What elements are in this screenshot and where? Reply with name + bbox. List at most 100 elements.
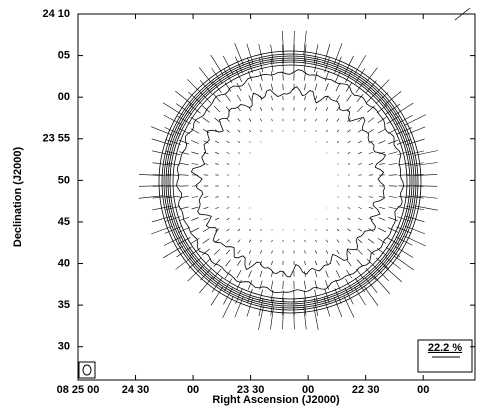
vector	[355, 278, 364, 292]
vector	[261, 130, 262, 132]
vector	[226, 260, 231, 266]
vector	[191, 140, 199, 143]
vector	[304, 281, 305, 289]
vector	[179, 175, 188, 176]
vector	[327, 141, 328, 142]
vector	[368, 239, 374, 243]
y-tick-label: 05	[58, 49, 70, 61]
vector	[283, 281, 284, 289]
contour	[177, 70, 404, 293]
vector	[270, 307, 273, 330]
vector	[369, 207, 373, 208]
vector	[379, 207, 385, 209]
vector	[227, 164, 229, 165]
map	[139, 8, 470, 330]
vector	[348, 229, 351, 231]
vector	[375, 80, 389, 95]
vector	[192, 163, 199, 164]
vector	[305, 240, 306, 242]
vector	[226, 229, 229, 231]
vector	[379, 140, 386, 143]
beam	[83, 365, 91, 375]
vector	[337, 141, 339, 142]
vector	[238, 141, 240, 143]
vector	[249, 141, 250, 142]
vector	[249, 130, 251, 132]
vector	[191, 218, 198, 221]
vector	[316, 130, 317, 132]
vector	[261, 142, 262, 143]
vector	[315, 107, 316, 111]
vector	[272, 261, 273, 265]
vector	[238, 153, 240, 154]
vector	[238, 250, 241, 254]
vector	[378, 129, 386, 133]
vector	[271, 271, 272, 277]
vector	[271, 84, 272, 91]
vector	[326, 240, 328, 243]
vector	[384, 266, 402, 282]
vector	[304, 84, 305, 90]
vector	[315, 96, 316, 101]
vector	[305, 261, 306, 265]
vector	[238, 240, 240, 243]
x-tick-label: 00	[302, 384, 314, 396]
vector	[358, 130, 362, 133]
vector	[260, 83, 262, 90]
vector	[249, 119, 251, 122]
y-tick-label: 00	[58, 91, 70, 103]
vector	[191, 238, 200, 244]
x-tick-label: 00	[417, 384, 429, 396]
vector	[347, 260, 351, 266]
vector	[337, 130, 339, 132]
vector	[348, 208, 350, 209]
vector	[357, 106, 362, 112]
vector	[304, 307, 307, 330]
vector	[358, 229, 362, 232]
x-axis-label: Right Ascension (J2000)	[212, 394, 340, 406]
vector	[249, 250, 251, 254]
vector	[199, 67, 213, 84]
vector	[249, 240, 251, 243]
vector	[365, 277, 377, 293]
vector	[378, 228, 385, 232]
vector	[190, 117, 199, 123]
vector	[404, 115, 426, 126]
vector	[305, 119, 306, 121]
vector	[214, 106, 220, 112]
vector	[238, 107, 241, 111]
vector	[227, 218, 230, 220]
vector	[227, 141, 230, 143]
vector	[336, 95, 339, 101]
vector	[404, 236, 425, 246]
vector	[179, 152, 189, 155]
vector	[326, 83, 329, 90]
vector	[192, 207, 199, 209]
vector	[347, 239, 350, 242]
y-tick-label: 23 55	[42, 133, 70, 145]
vector	[260, 119, 261, 122]
vector	[248, 83, 251, 91]
vector	[358, 207, 361, 208]
vector	[227, 207, 230, 208]
vector	[305, 250, 306, 253]
vector	[369, 152, 373, 154]
y-tick-label: 24 10	[42, 8, 70, 20]
vector	[389, 175, 397, 176]
vector	[223, 296, 234, 318]
vector	[354, 55, 366, 74]
vector	[272, 119, 273, 121]
vector	[327, 219, 328, 220]
vector	[316, 229, 317, 230]
vector	[179, 163, 188, 165]
vector	[348, 152, 350, 153]
vector	[326, 271, 329, 278]
x-tick-label: 23 30	[237, 384, 265, 396]
contour	[191, 87, 385, 277]
vector	[316, 240, 317, 242]
vector	[238, 218, 240, 219]
vector	[237, 83, 241, 91]
beam-box	[79, 362, 95, 378]
vector	[374, 276, 390, 294]
